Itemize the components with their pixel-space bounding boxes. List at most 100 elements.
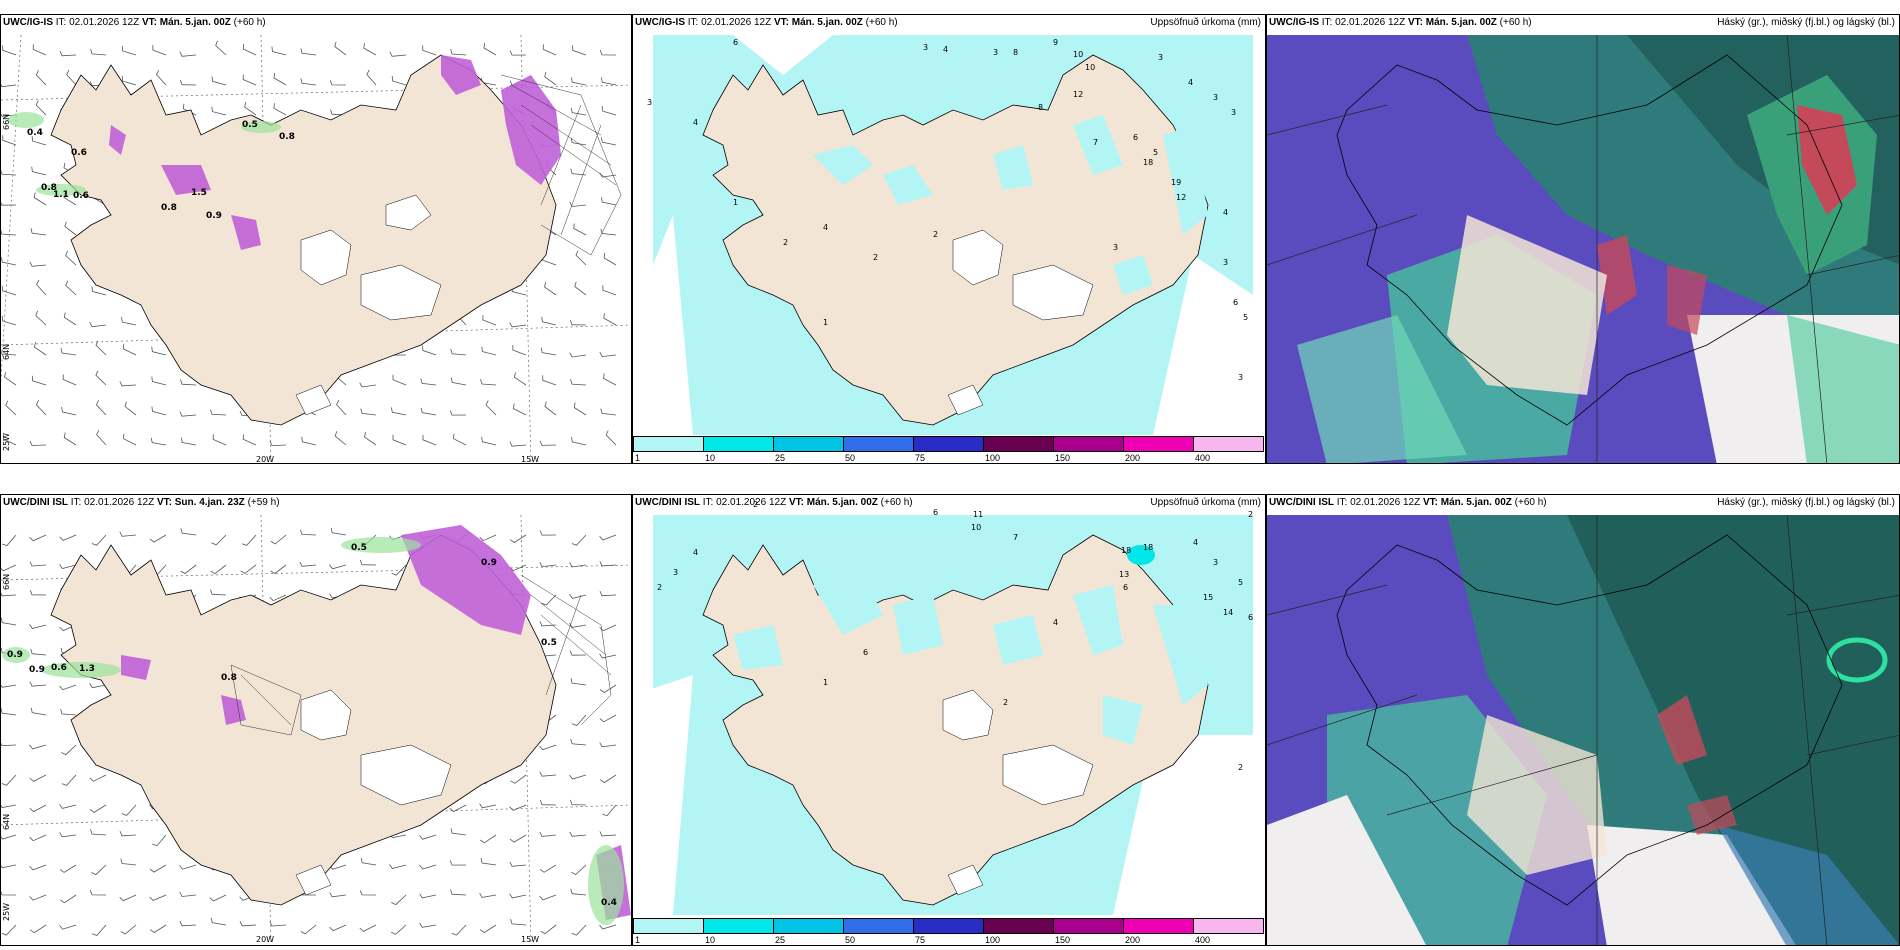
wind-barb [29,834,47,842]
map-panel-ig-wind: UWC/IG-IS IT: 02.01.2026 12Z VT: Mán. 5.… [0,14,632,464]
wind-barb [573,402,587,416]
colorbar-label: 50 [845,935,856,945]
wind-barb [599,624,617,632]
wind-barb [605,430,617,446]
wind-barb [480,858,497,866]
precip-label: 1.1 [53,190,69,200]
wind-barb [180,379,197,386]
wind-barb [599,534,617,541]
precip-label: 4 [693,118,698,127]
wind-barb [601,197,617,206]
wind-barb [450,889,467,896]
wind-barb [329,80,347,86]
wind-barb [599,742,617,748]
wind-barb [119,894,137,902]
wind-barb [360,857,377,866]
panel-title: Uppsöfnuð úrkoma (mm) [1150,17,1261,28]
wind-barb [120,858,137,866]
wind-barb [1,834,17,840]
wind-barb [599,561,617,567]
wind-barb [599,924,617,930]
precip-label: 2 [1238,763,1243,772]
wind-barb [391,564,407,576]
wind-barb [64,221,77,236]
precip-label: 8 [1013,48,1018,57]
wind-barb [575,250,587,266]
wind-barb [4,372,17,386]
wind-barb [1,257,17,266]
wind-barb [336,399,347,416]
wind-barb [574,281,587,296]
wind-barb [539,744,557,751]
wind-barb [60,709,77,716]
wind-barb [149,894,167,901]
wind-barb [121,804,137,816]
wind-barb [63,432,77,446]
wind-barb [391,407,407,416]
colorbar-swatch [913,918,984,934]
wind-barb [59,832,77,838]
wind-barb [152,834,167,847]
wind-barb [390,924,407,935]
wind-barb [151,376,167,386]
wind-barb [269,921,287,927]
wind-barb [95,400,107,416]
wind-barb [180,564,197,575]
precip-label: 2 [753,500,758,509]
precip-label: 6 [1233,298,1238,307]
wind-barb [363,43,377,56]
precip-label: 0.4 [27,128,43,138]
wind-barb [480,834,497,844]
wind-barb [420,407,437,416]
wind-barb [480,379,497,386]
colorbar-label: 150 [1055,453,1071,463]
wind-barb [2,45,17,56]
wind-barb [510,774,527,784]
wind-barb [179,864,197,870]
precip-label: 3 [1231,108,1236,117]
colorbar-swatch [633,436,704,452]
wind-barb [30,228,47,236]
wind-barb [539,562,557,568]
wind-barb [300,924,317,935]
wind-barb [210,917,227,926]
wind-barb [33,342,47,356]
map-canvas: 2 6 11 10 7 18 18 13 6 4 2 3 15 14 5 6 2… [633,500,1253,915]
wind-barb [32,44,47,56]
precip-label: 3 [1213,558,1218,567]
lat-label: 64N [2,814,11,830]
wind-barb [299,561,317,567]
wind-barb [569,774,587,780]
precip-label: 3 [647,98,652,107]
precip-label: 9 [1053,38,1058,47]
wind-barb [61,774,77,786]
wind-barb [1,742,17,747]
precip-rain-green [8,112,281,196]
colorbar-swatch [1193,436,1264,452]
wind-barb [60,348,77,356]
precip-label: 1 [823,318,828,327]
precip-label: 0.8 [161,203,177,213]
precip-label: 3 [673,568,678,577]
precip-label: 2 [783,238,788,247]
precip-label: 2 [657,583,662,592]
wind-barb [451,924,467,936]
wind-barb [152,45,167,56]
wind-barb [509,534,527,543]
wind-barb [179,79,197,86]
wind-barb [602,285,617,296]
wind-barb [209,894,227,902]
precip-label: 0.8 [221,673,237,683]
wind-barb [570,738,587,746]
wind-barb [449,410,467,416]
wind-barb [570,379,587,386]
wind-barb [29,804,47,813]
precip-label: 18 [1143,158,1153,167]
lon-label: 15W [521,935,539,944]
precip-label: 6 [1133,133,1138,142]
precip-label: 2 [1248,510,1253,519]
wind-barb [61,744,77,756]
colorbar-label: 10 [705,453,716,463]
wind-barb [270,564,287,574]
precip-label: 6 [863,648,868,657]
